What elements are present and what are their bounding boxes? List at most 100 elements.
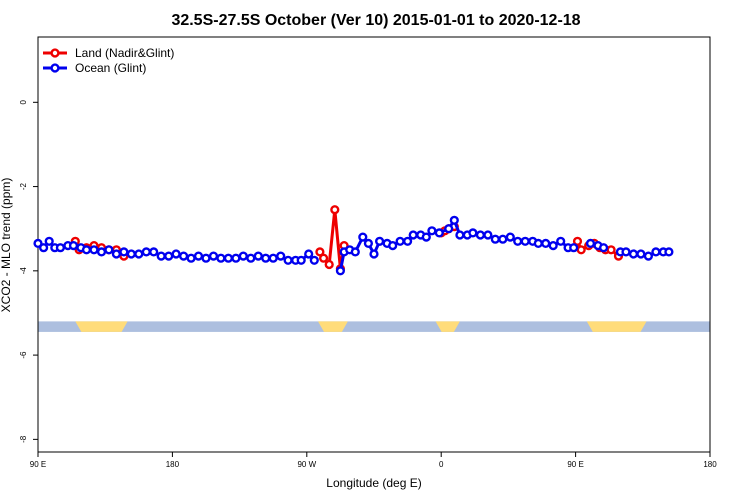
y-tick-label-4: -8 xyxy=(19,435,28,443)
series-1-point-0-10 xyxy=(96,247,107,257)
series-1-point-0-11 xyxy=(104,245,114,255)
series-1-point-1-33 xyxy=(556,236,566,246)
series-1-point-0-4 xyxy=(55,243,66,253)
series-1-point-0-33 xyxy=(268,253,278,263)
series-1-point-0-39 xyxy=(309,255,319,265)
series-1-point-1-6 xyxy=(369,249,379,259)
series-1-point-0-16 xyxy=(141,247,151,257)
series-0-point-3-0 xyxy=(572,236,583,246)
x-tick-label-1: 180 xyxy=(166,460,180,469)
series-1-point-0-6 xyxy=(68,241,79,251)
series-1-point-1-15 xyxy=(427,226,437,236)
chart-title: 32.5S-27.5S October (Ver 10) 2015-01-01 … xyxy=(171,12,580,29)
series-1-point-1-27 xyxy=(513,236,523,246)
series-1-point-0-38 xyxy=(304,249,314,259)
series-1-point-0-0 xyxy=(33,238,43,249)
plot-frame xyxy=(37,36,711,453)
y-tick-label-3: -6 xyxy=(19,351,28,359)
series-1-point-1-30 xyxy=(533,238,543,249)
series-1-point-3-5 xyxy=(651,247,661,257)
series-1-point-1-12 xyxy=(408,230,418,240)
series-1-point-1-19 xyxy=(455,230,465,240)
land-band-1 xyxy=(318,321,348,332)
series-1-point-0-9 xyxy=(89,245,99,255)
legend-label-0: Land (Nadir&Glint) xyxy=(75,46,174,60)
series-1-point-0-22 xyxy=(186,253,196,263)
series-1-point-0-28 xyxy=(231,253,241,263)
series-1-point-0-25 xyxy=(208,251,219,261)
series-1-point-1-3 xyxy=(350,247,360,257)
series-1-point-3-3 xyxy=(636,249,646,259)
series-1-point-0-31 xyxy=(253,251,263,261)
series-1-point-0-17 xyxy=(149,247,159,257)
series-1-point-1-4 xyxy=(358,232,368,242)
legend-marker-1 xyxy=(50,63,60,73)
series-1-point-3-2 xyxy=(628,249,639,259)
series-1-point-1-26 xyxy=(505,232,515,242)
series-1-point-0-35 xyxy=(283,255,293,265)
series-1-point-1-24 xyxy=(490,234,500,244)
y-tick-label-0: 0 xyxy=(19,100,28,105)
series-1-point-1-16 xyxy=(434,228,444,238)
series-1-point-1-0 xyxy=(335,266,346,276)
y-axis-label: XCO2 - MLO trend (ppm) xyxy=(0,178,13,313)
series-1-point-0-15 xyxy=(134,249,144,259)
land-band-3 xyxy=(586,321,647,332)
series-1-point-3-1 xyxy=(621,247,631,257)
series-1-point-1-35 xyxy=(569,243,579,253)
x-axis: 90 E 180 90 W 0 90 E 180 xyxy=(30,452,717,469)
series-1-point-0-27 xyxy=(223,253,234,263)
series-1-point-0-26 xyxy=(216,253,226,263)
series-1-point-1-5 xyxy=(363,238,374,249)
series-1-point-1-11 xyxy=(403,236,413,246)
series-1-point-0-14 xyxy=(126,249,136,259)
series-1-point-3-4 xyxy=(643,251,654,261)
series-0-point-1-3 xyxy=(330,205,340,215)
series-1-point-0-24 xyxy=(201,253,211,263)
series-1-point-0-1 xyxy=(38,243,49,253)
series-1-point-0-32 xyxy=(261,253,271,263)
series-0-point-1-2 xyxy=(324,259,334,270)
legend-label-1: Ocean (Glint) xyxy=(75,61,146,75)
series-0-point-1-1 xyxy=(319,253,329,263)
x-tick-label-3: 0 xyxy=(439,460,444,469)
series-1-point-1-25 xyxy=(498,234,508,244)
series-1-point-1-17 xyxy=(444,224,454,234)
y-tick-label-1: -2 xyxy=(19,182,28,190)
land-ocean-band xyxy=(38,321,710,332)
y-tick-label-2: -4 xyxy=(19,267,28,275)
series-1-point-3-7 xyxy=(664,247,674,257)
y-axis: 0 -2 -4 -6 -8 xyxy=(19,100,38,443)
series-1-point-0-18 xyxy=(156,251,166,261)
legend-marker-0 xyxy=(50,48,60,58)
x-axis-label: Longitude (deg E) xyxy=(326,476,421,490)
series-1 xyxy=(33,215,674,276)
x-tick-label-0: 90 E xyxy=(30,460,46,469)
x-tick-label-5: 180 xyxy=(703,460,717,469)
series-layer xyxy=(33,205,674,276)
x-tick-label-4: 90 E xyxy=(567,460,583,469)
series-1-point-0-34 xyxy=(276,251,286,261)
series-1-point-0-23 xyxy=(193,251,204,261)
series-1-point-1-14 xyxy=(421,232,431,242)
series-1-point-0-8 xyxy=(81,245,92,255)
series-1-point-0-21 xyxy=(179,251,189,261)
series-1-point-1-10 xyxy=(395,236,405,246)
series-1-point-0-30 xyxy=(246,253,256,263)
series-0-point-3-1 xyxy=(576,245,586,255)
series-1-point-2-0 xyxy=(585,238,596,249)
series-1-point-1-9 xyxy=(388,241,398,251)
legend: Land (Nadir&Glint)Ocean (Glint) xyxy=(43,46,174,75)
ocean-band xyxy=(38,321,710,332)
series-1-point-1-28 xyxy=(520,236,530,246)
series-1-point-0-2 xyxy=(44,236,54,246)
series-1-point-1-7 xyxy=(375,236,385,246)
series-1-point-1-31 xyxy=(541,238,551,249)
series-1-point-0-29 xyxy=(238,251,248,261)
series-0-point-3-6 xyxy=(606,245,616,255)
series-1-point-0-37 xyxy=(296,255,306,265)
series-1-point-2-2 xyxy=(598,243,609,253)
series-1-point-0-19 xyxy=(164,251,174,261)
series-1-point-1-23 xyxy=(483,230,493,240)
